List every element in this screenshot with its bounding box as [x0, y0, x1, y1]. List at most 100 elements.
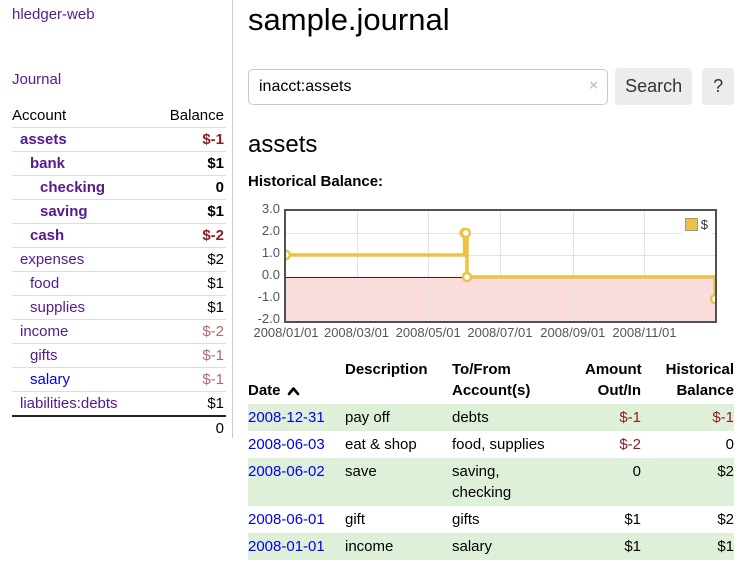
account-balance: $1	[207, 155, 224, 172]
account-link-liabilities-debts[interactable]: liabilities:debts	[20, 395, 118, 412]
account-link-food[interactable]: food	[30, 275, 60, 292]
account-row: assets $-1	[12, 127, 226, 151]
register-row: 2008-06-01 gift gifts $1 $2	[248, 506, 734, 533]
transaction-date-link[interactable]: 2008-06-03	[248, 436, 325, 453]
register-cell-date: 2008-06-03	[248, 431, 345, 458]
account-row: checking 0	[12, 175, 226, 199]
register-header-description[interactable]: Description	[345, 361, 428, 378]
account-row: liabilities:debts $1	[12, 391, 226, 415]
register-cell-amount: $-2	[619, 436, 641, 453]
historical-balance-chart: 3.0 2.0 1.0 0.0 -1.0 -2.0 $ 2008/01/01 2008/03…	[248, 197, 718, 342]
account-balance: $1	[207, 203, 224, 220]
chart-legend: $	[681, 215, 711, 234]
sort-asc-icon	[287, 387, 299, 396]
account-balance: 0	[215, 179, 224, 196]
account-balance: $1	[207, 275, 224, 292]
register-header-accounts[interactable]: To/From Account(s)	[452, 361, 531, 399]
gridline	[286, 255, 715, 256]
register-cell-accounts: gifts	[452, 511, 480, 528]
data-point-marker	[709, 293, 715, 305]
account-link-saving[interactable]: saving	[40, 203, 88, 220]
accounts-header-account: Account	[12, 107, 67, 124]
account-balance: $-1	[202, 371, 224, 388]
account-row: gifts $-1	[12, 343, 226, 367]
data-point-marker	[286, 249, 292, 261]
gridline	[572, 211, 574, 321]
register-cell-amount: $-1	[619, 409, 641, 426]
account-row: expenses $2	[12, 247, 226, 271]
account-link-bank[interactable]: bank	[30, 155, 66, 172]
data-point-marker	[461, 271, 473, 283]
register-cell-accounts: salary	[452, 538, 493, 555]
account-heading: assets	[248, 131, 318, 158]
register-cell-balance: $1	[717, 538, 734, 555]
gridline	[286, 299, 715, 300]
register-cell-description: save	[345, 463, 377, 480]
clear-search-icon[interactable]: ×	[589, 76, 598, 94]
register-cell-date: 2008-12-31	[248, 404, 345, 431]
account-link-expenses[interactable]: expenses	[20, 251, 85, 268]
account-balance: $-2	[202, 227, 224, 244]
account-balance: $-1	[202, 131, 224, 148]
transaction-date-link[interactable]: 2008-01-01	[248, 538, 325, 555]
accounts-table: Account Balance assets $-1 bank $1 checking 0…	[12, 104, 226, 440]
register-cell-amount: $1	[624, 511, 641, 528]
account-balance: $1	[207, 299, 224, 316]
register-header-date[interactable]: Date	[248, 356, 345, 404]
register-header-amount[interactable]: Amount Out/In	[585, 361, 642, 399]
gridline	[286, 233, 715, 234]
account-balance: $-2	[202, 323, 224, 340]
main-content: sample.journal × Search ? assets Histori…	[248, 0, 734, 560]
account-link-cash[interactable]: cash	[30, 227, 65, 244]
chart-title: Historical Balance:	[248, 173, 384, 190]
register-cell-date: 2008-06-02	[248, 458, 345, 506]
account-link-supplies[interactable]: supplies	[30, 299, 86, 316]
sidebar-item-journal[interactable]: Journal	[12, 71, 62, 88]
gridline	[428, 211, 430, 321]
register-cell-date: 2008-01-01	[248, 533, 345, 560]
legend-swatch-icon	[684, 218, 698, 231]
register-cell-accounts: debts	[452, 409, 489, 426]
account-row: income $-2	[12, 319, 226, 343]
help-button[interactable]: ?	[702, 68, 734, 105]
page-title: sample.journal	[248, 2, 450, 37]
register-cell-description: eat & shop	[345, 436, 417, 453]
legend-label: $	[700, 217, 708, 232]
chart-plot-area: $	[284, 209, 717, 323]
account-balance: $2	[207, 251, 224, 268]
account-link-gifts[interactable]: gifts	[30, 347, 58, 364]
account-link-assets[interactable]: assets	[20, 131, 67, 148]
register-cell-amount: $1	[624, 538, 641, 555]
register-header-row: Date Description To/From Account(s) Amou…	[248, 356, 734, 404]
transaction-date-link[interactable]: 2008-06-02	[248, 463, 325, 480]
search-input[interactable]	[248, 68, 608, 105]
x-axis-tick-label: 2008/11/01	[612, 325, 677, 340]
search-button[interactable]: Search	[614, 68, 693, 105]
y-axis-tick-label: 3.0	[261, 201, 280, 216]
register-table: Date Description To/From Account(s) Amou…	[248, 356, 734, 560]
register-row: 2008-06-03 eat & shop food, supplies $-2 0	[248, 431, 734, 458]
account-row: salary $-1	[12, 367, 226, 391]
gridline	[356, 211, 358, 321]
y-axis-tick-label: 1.0	[261, 245, 280, 260]
register-header-balance[interactable]: Historical Balance	[665, 361, 734, 399]
x-axis-tick-label: 2008/03/01	[323, 325, 390, 340]
transaction-date-link[interactable]: 2008-06-01	[248, 511, 325, 528]
register-cell-accounts: saving, checking	[452, 463, 512, 501]
account-row: supplies $1	[12, 295, 226, 319]
app-title-link[interactable]: hledger-web	[12, 6, 95, 23]
y-axis-tick-label: -1.0	[257, 289, 280, 304]
register-cell-accounts: food, supplies	[452, 436, 545, 453]
account-link-checking[interactable]: checking	[40, 179, 106, 196]
account-balance: $-1	[202, 347, 224, 364]
transaction-date-link[interactable]: 2008-12-31	[248, 409, 325, 426]
account-link-salary[interactable]: salary	[30, 371, 71, 388]
account-link-income[interactable]: income	[20, 323, 69, 340]
account-balance: $1	[207, 395, 224, 412]
chart-line-series	[286, 227, 715, 305]
register-cell-balance: $2	[717, 463, 734, 480]
gridline	[644, 211, 646, 321]
accounts-total-row: 0	[12, 415, 226, 440]
register-cell-description: pay off	[345, 409, 390, 426]
register-row: 2008-06-02 save saving, checking 0 $2	[248, 458, 734, 506]
